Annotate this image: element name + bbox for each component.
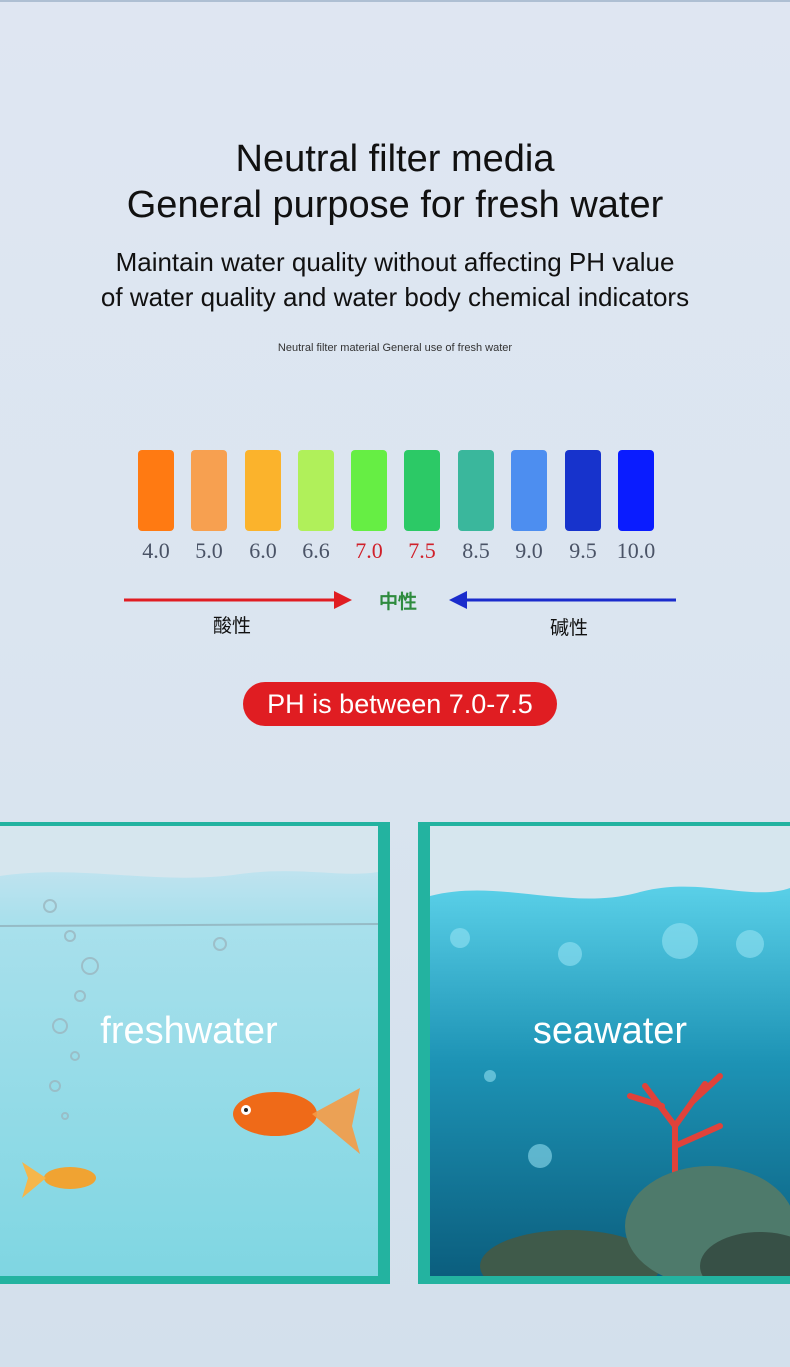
neutral-label: 中性 xyxy=(379,591,418,613)
ph-label-5-0: 5.0 xyxy=(195,538,223,563)
ph-arrows xyxy=(124,591,676,609)
ph-swatch-10-0 xyxy=(618,450,654,531)
bubble-column xyxy=(43,899,227,1120)
page-title-line-2: General purpose for fresh water xyxy=(126,184,664,226)
ph-swatch-5-0 xyxy=(191,450,227,531)
subtitle-line-2: of water quality and water body chemical… xyxy=(100,282,690,312)
ph-swatch-4-0 xyxy=(138,450,174,531)
freshwater-label: freshwater xyxy=(100,1010,278,1052)
top-divider xyxy=(0,0,790,2)
ph-label-7-5: 7.5 xyxy=(408,538,436,563)
ph-label-9-5: 9.5 xyxy=(569,538,597,563)
page-title: Neutral filter media xyxy=(235,138,555,180)
seawater-illustration xyxy=(430,826,790,1276)
ph-label-10-0: 10.0 xyxy=(616,538,656,563)
alkaline-label: 碱性 xyxy=(550,617,589,639)
alkaline-arrow xyxy=(449,591,676,609)
ph-label-6-6: 6.6 xyxy=(302,538,330,563)
seawater-panel: seawater xyxy=(418,822,790,1284)
ph-label-9-0: 9.0 xyxy=(515,538,543,563)
ph-swatch-7-5 xyxy=(404,450,440,531)
reef-rocks xyxy=(480,1166,790,1276)
ph-label-6-0: 6.0 xyxy=(249,538,277,563)
coral-icon xyxy=(627,1073,723,1179)
seawater-label: seawater xyxy=(532,1010,688,1052)
acid-arrow xyxy=(124,591,352,609)
ph-swatch-6-0 xyxy=(245,450,281,531)
ph-swatch-6-6 xyxy=(298,450,334,531)
bubbles xyxy=(450,923,764,1168)
ph-swatch-9-5 xyxy=(565,450,601,531)
ph-swatch-7-0 xyxy=(351,450,387,531)
ph-label-8-5: 8.5 xyxy=(462,538,490,563)
caption-text: Neutral filter material General use of f… xyxy=(277,342,513,354)
freshwater-illustration xyxy=(0,826,378,1276)
ph-swatch-9-0 xyxy=(511,450,547,531)
freshwater-panel: freshwater xyxy=(0,822,390,1284)
subtitle-line-1: Maintain water quality without affecting… xyxy=(115,247,675,277)
goldfish-icon xyxy=(233,1088,360,1154)
ph-range-badge: PH is between 7.0-7.5 xyxy=(243,682,557,726)
small-fish-icon xyxy=(22,1162,96,1198)
ph-swatch-8-5 xyxy=(458,450,494,531)
acid-label: 酸性 xyxy=(213,615,252,637)
ph-label-7-0: 7.0 xyxy=(355,538,383,563)
ph-label-4-0: 4.0 xyxy=(142,538,170,563)
